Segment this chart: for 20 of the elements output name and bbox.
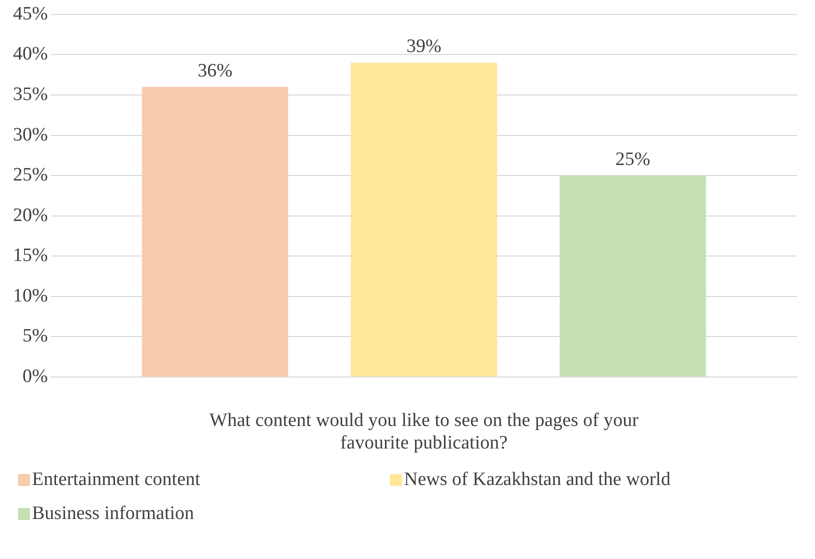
- legend-label: Business information: [31, 503, 196, 525]
- y-tick-label: 45%: [13, 3, 48, 24]
- y-tick-label: 5%: [22, 326, 48, 347]
- data-label: 39%: [406, 36, 442, 58]
- data-label: 36%: [198, 60, 233, 82]
- legend-label: News of Kazakhstan and the world: [403, 469, 672, 491]
- y-tick-label: 30%: [13, 124, 48, 146]
- y-tick-label: 25%: [13, 164, 48, 186]
- x-axis-title: What content would you like to see on the pages of your favourite publication?: [209, 410, 640, 454]
- y-tick-label: 35%: [13, 84, 48, 105]
- y-tick-label: 0%: [22, 366, 48, 387]
- y-tick-label: 15%: [13, 245, 48, 266]
- legend-label: Entertainment content: [31, 469, 202, 491]
- y-tick-label: 20%: [13, 204, 48, 226]
- bar: [350, 62, 498, 376]
- bar: [560, 176, 706, 376]
- y-tick-label: 10%: [13, 285, 48, 306]
- bar: [142, 86, 288, 376]
- data-label: 25%: [615, 149, 650, 170]
- y-tick-label: 40%: [13, 44, 48, 65]
